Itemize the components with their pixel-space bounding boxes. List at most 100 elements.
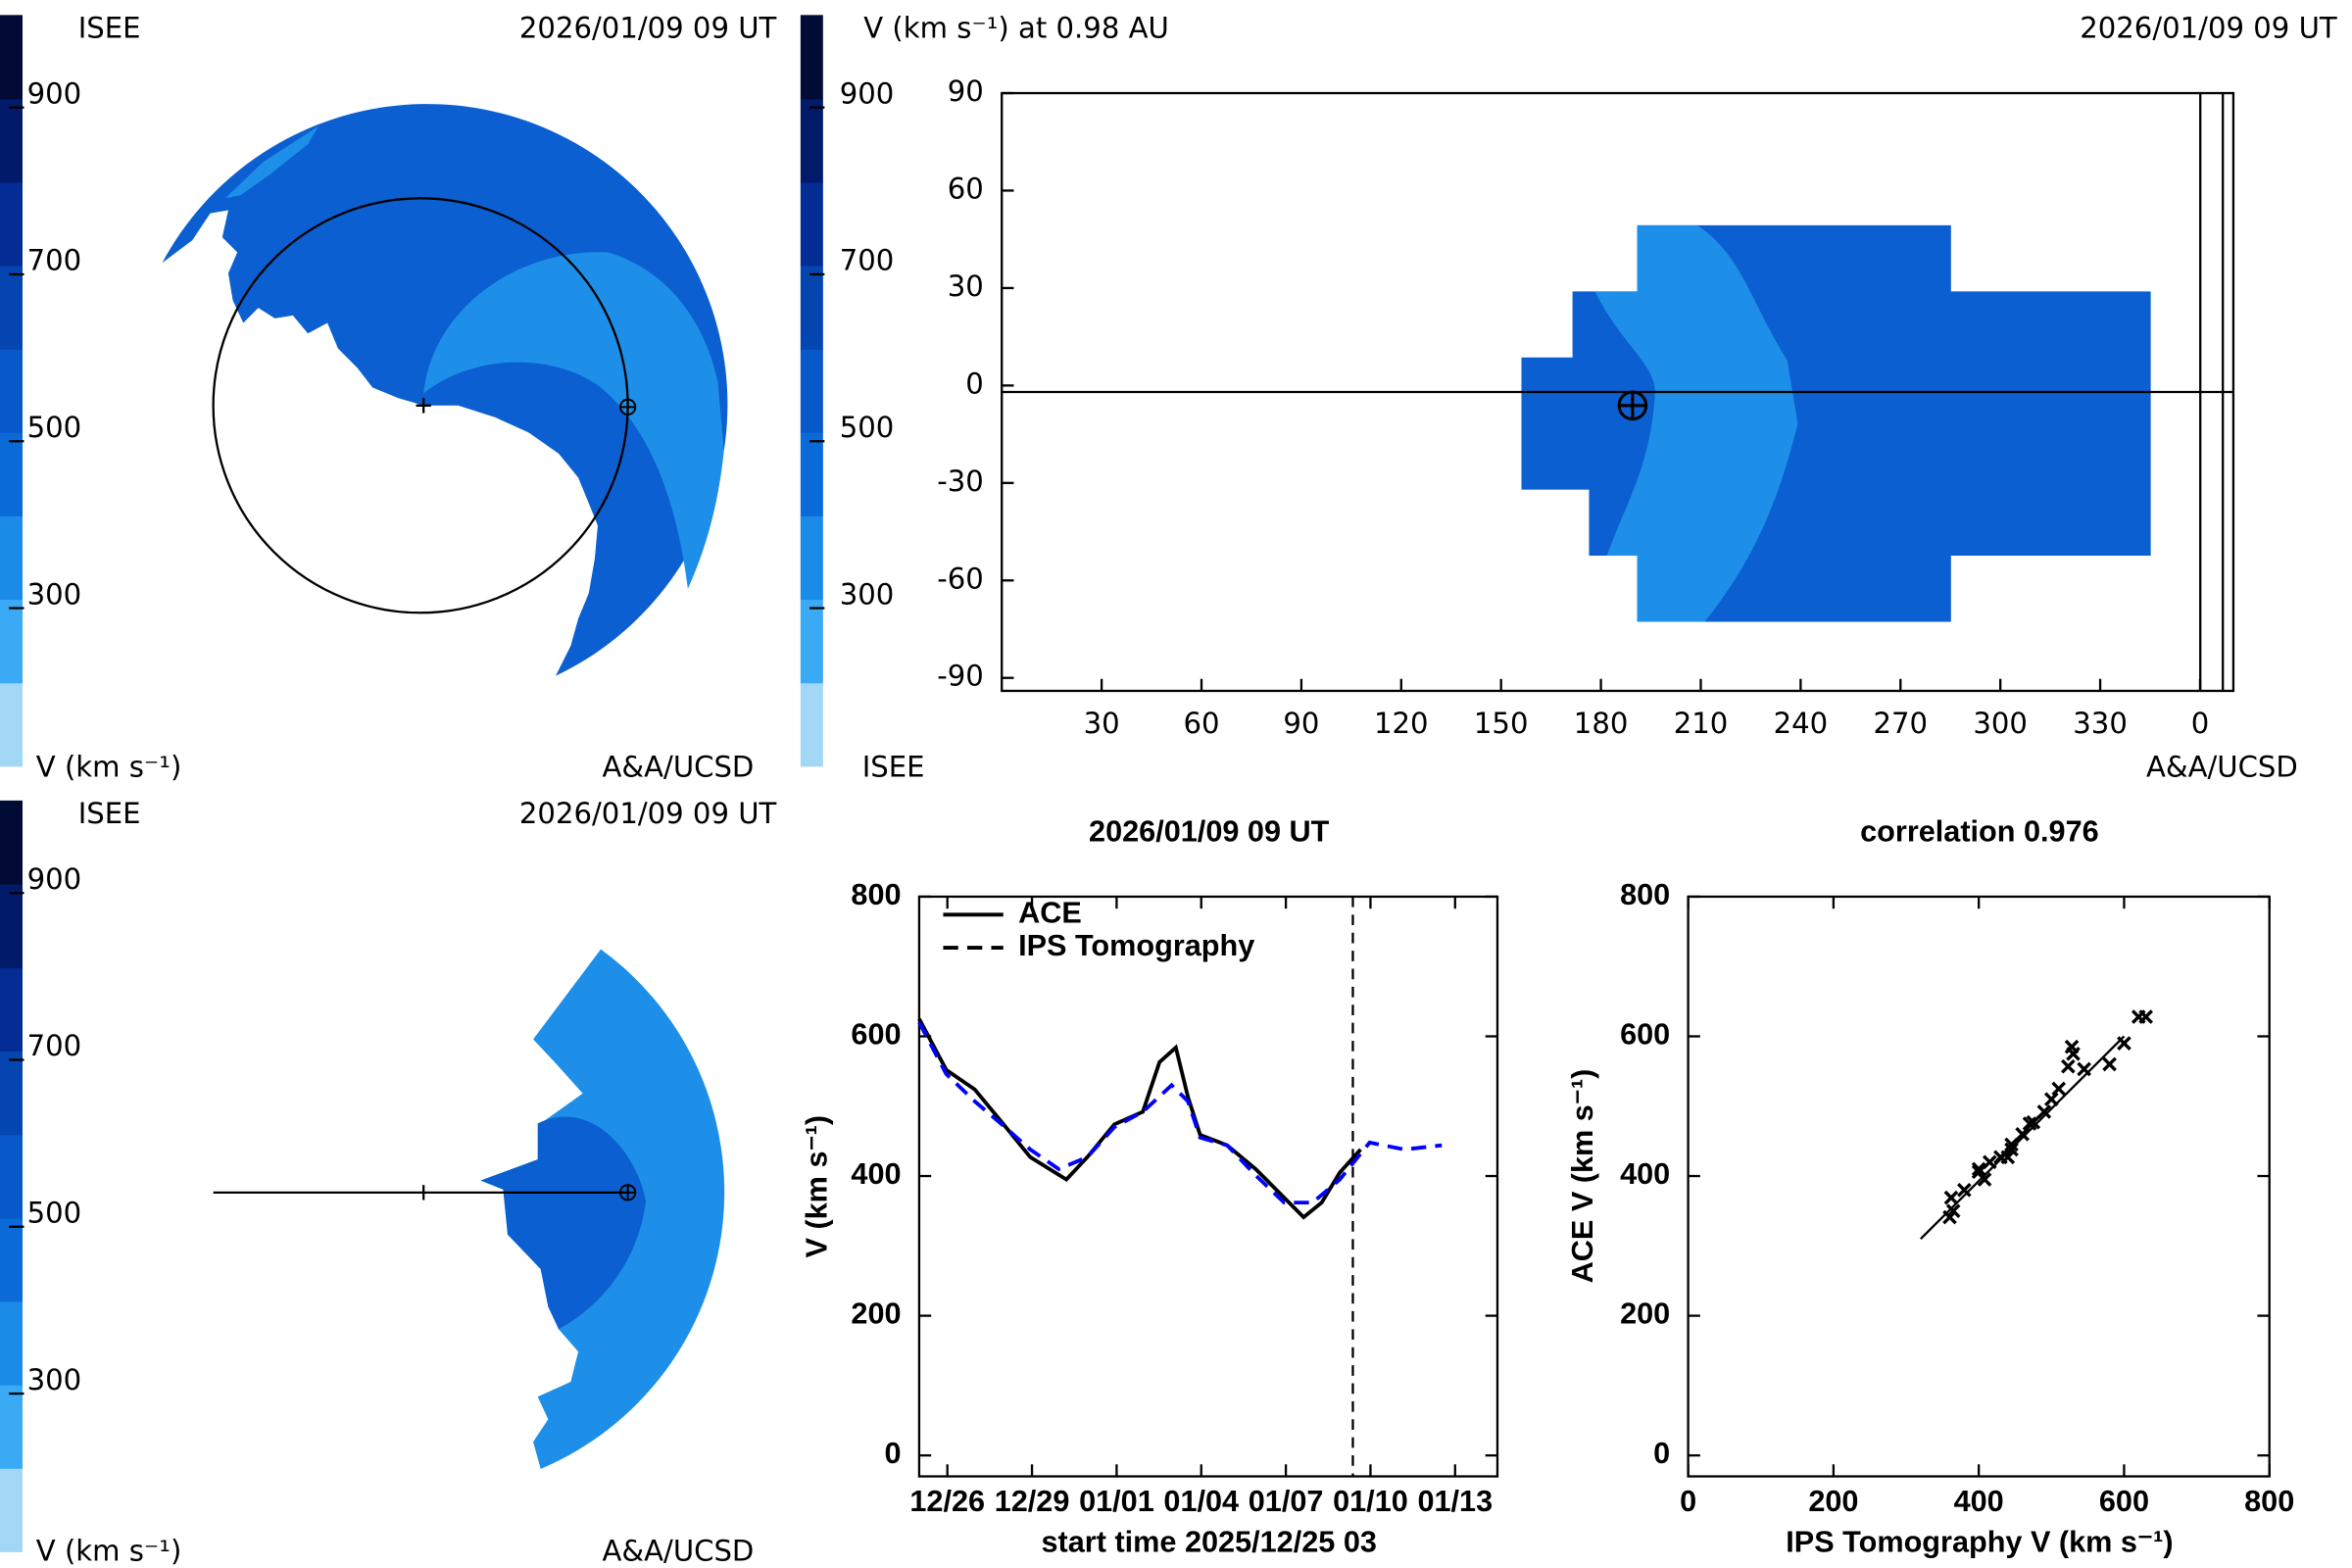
x-tick-label: 600 bbox=[2099, 1485, 2149, 1518]
x-tick-label: 0 bbox=[2191, 707, 2210, 740]
latlon-map bbox=[1001, 91, 2235, 693]
panel-label: ISEE bbox=[78, 12, 141, 45]
panel-date: 2026/01/09 09 UT bbox=[519, 797, 777, 830]
colorbar-band bbox=[800, 682, 823, 767]
y-axis-label: V (km s⁻¹) bbox=[800, 1115, 833, 1258]
x-tick-label: 800 bbox=[2244, 1485, 2294, 1518]
panel-label: ISEE bbox=[862, 751, 925, 784]
y-tick-label: 60 bbox=[948, 172, 984, 205]
colorbar-band bbox=[0, 432, 23, 516]
series-line bbox=[917, 1017, 1362, 1220]
line-chart-texts: 2026/01/09 09 UT start time 2025/12/25 0… bbox=[800, 815, 2173, 1559]
colorbar-tick-label: 700 bbox=[27, 1029, 82, 1062]
colorbar-tick-label: 900 bbox=[27, 76, 82, 110]
y-tick-label: -90 bbox=[937, 660, 984, 693]
scatter-point bbox=[2077, 1061, 2091, 1077]
colorbar-band bbox=[0, 15, 23, 100]
panel-date: 2026/01/09 09 UT bbox=[519, 12, 777, 45]
chart-title: 2026/01/09 09 UT bbox=[1089, 815, 1330, 849]
colorbar-band bbox=[800, 265, 823, 350]
x-tick-label: 330 bbox=[2073, 707, 2128, 740]
plot-frame bbox=[1687, 895, 2271, 1478]
x-tick-label: 12/29 bbox=[995, 1485, 1070, 1518]
colorbar-band bbox=[800, 15, 823, 100]
y-tick-label: 800 bbox=[1620, 878, 1670, 911]
earth-marker bbox=[1617, 390, 1648, 421]
colorbar-band bbox=[0, 181, 23, 267]
colorbar-tick-label: 500 bbox=[27, 411, 82, 444]
y-tick-label: -60 bbox=[937, 562, 984, 595]
y-tick-label: 600 bbox=[1620, 1018, 1670, 1052]
colorbar-tick-label: 500 bbox=[840, 411, 895, 444]
scatter-point bbox=[1956, 1182, 1972, 1198]
speed-region bbox=[423, 252, 724, 589]
y-tick-label: 400 bbox=[1620, 1157, 1670, 1191]
series-line bbox=[917, 1021, 1443, 1205]
colorbar-tick-label: 300 bbox=[840, 577, 895, 611]
scatter-point bbox=[2102, 1056, 2117, 1072]
y-tick-label: 400 bbox=[851, 1157, 901, 1191]
colorbar-band bbox=[0, 348, 23, 433]
scatter-point bbox=[2004, 1137, 2019, 1152]
chart-title: correlation 0.976 bbox=[1860, 815, 2099, 849]
x-tick-label: 180 bbox=[1574, 707, 1629, 740]
x-tick-label: 90 bbox=[1283, 707, 1319, 740]
x-tick-label: 01/01 bbox=[1079, 1485, 1154, 1518]
x-tick-label: 400 bbox=[1954, 1485, 2004, 1518]
scatter-point bbox=[2036, 1104, 2052, 1119]
colorbar-band bbox=[0, 265, 23, 350]
panel-label: ISEE bbox=[78, 797, 141, 830]
x-tick-label: 60 bbox=[1183, 707, 1219, 740]
y-tick-label: 0 bbox=[884, 1437, 901, 1470]
scatter-point bbox=[1945, 1203, 1961, 1218]
scatter-point bbox=[2117, 1036, 2132, 1051]
scatter-point bbox=[1971, 1161, 1986, 1177]
x-axis-label: start time 2025/12/25 03 bbox=[1042, 1526, 1377, 1559]
x-tick-label: 150 bbox=[1474, 707, 1529, 740]
colorbar-tick-label: 900 bbox=[840, 76, 895, 110]
y-tick-label: 90 bbox=[948, 74, 984, 108]
colorbar-band bbox=[0, 1134, 23, 1219]
scatter-point bbox=[1971, 1164, 1986, 1180]
scatter-point bbox=[1993, 1150, 2008, 1165]
x-tick-label: 01/04 bbox=[1163, 1485, 1239, 1518]
y-tick-label: 30 bbox=[948, 270, 984, 303]
colorbar-band bbox=[0, 967, 23, 1053]
colorbar-tick-label: 700 bbox=[840, 244, 895, 277]
panel-date: 2026/01/09 09 UT bbox=[2080, 12, 2337, 45]
x-tick-label: 01/10 bbox=[1333, 1485, 1408, 1518]
scatter-point bbox=[2051, 1081, 2067, 1097]
colorbar-band bbox=[0, 599, 23, 684]
colorbar-band bbox=[0, 682, 23, 767]
x-tick-label: 12/26 bbox=[909, 1485, 985, 1518]
legend-label: ACE bbox=[1018, 896, 1082, 929]
colorbar-label: V (km s⁻¹) bbox=[36, 1535, 182, 1568]
speed-region bbox=[224, 125, 318, 199]
scatter-point bbox=[2066, 1046, 2081, 1061]
x-tick-label: 210 bbox=[1674, 707, 1729, 740]
colorbar-band bbox=[0, 884, 23, 968]
meridional-map bbox=[213, 949, 725, 1469]
x-tick-label: 120 bbox=[1374, 707, 1429, 740]
scatter-point bbox=[1943, 1190, 1959, 1205]
colorbar-tick-label: 300 bbox=[27, 1363, 82, 1396]
scatter-point bbox=[2061, 1058, 2076, 1074]
colorbar-tick-label: 500 bbox=[27, 1197, 82, 1230]
speed-region bbox=[162, 104, 728, 676]
y-tick-label: 600 bbox=[851, 1018, 901, 1052]
panel-title: V (km s⁻¹) at 0.98 AU bbox=[863, 12, 1169, 45]
y-tick-label: 200 bbox=[851, 1298, 901, 1331]
speed-region bbox=[1594, 224, 1798, 622]
colorbar-band bbox=[0, 1051, 23, 1136]
colorbar-band bbox=[800, 348, 823, 433]
scatter-point bbox=[2022, 1116, 2037, 1131]
x-tick-label: 300 bbox=[1973, 707, 2028, 740]
colorbar-band bbox=[0, 1217, 23, 1302]
colorbar-band bbox=[0, 98, 23, 183]
colorbar-tick-label: 300 bbox=[27, 577, 82, 611]
earth-marker bbox=[618, 1184, 637, 1201]
scatter-point bbox=[1982, 1154, 1997, 1170]
colorbar-band bbox=[800, 432, 823, 516]
x-tick-label: 200 bbox=[1808, 1485, 1858, 1518]
